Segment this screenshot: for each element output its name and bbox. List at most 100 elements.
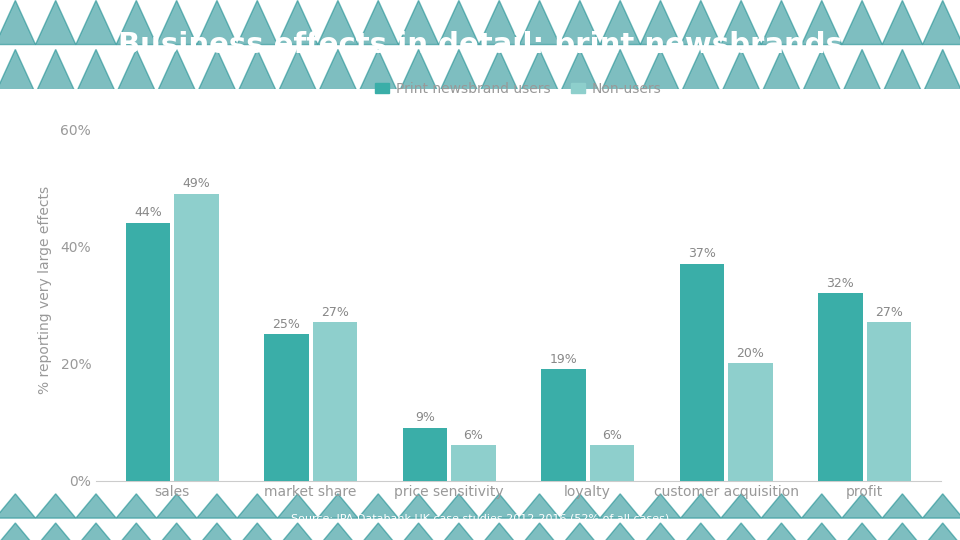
Text: 9%: 9% xyxy=(415,411,435,424)
Polygon shape xyxy=(0,494,36,518)
Polygon shape xyxy=(197,50,237,93)
Text: 27%: 27% xyxy=(321,306,348,319)
Text: 44%: 44% xyxy=(134,206,162,219)
Polygon shape xyxy=(0,523,36,540)
Polygon shape xyxy=(156,494,197,518)
Text: 6%: 6% xyxy=(602,429,622,442)
Polygon shape xyxy=(237,1,277,45)
Bar xyxy=(264,334,308,481)
Bar xyxy=(126,223,170,481)
Text: 20%: 20% xyxy=(736,347,764,360)
Polygon shape xyxy=(358,523,398,540)
Polygon shape xyxy=(36,523,76,540)
Polygon shape xyxy=(358,1,398,45)
Polygon shape xyxy=(76,50,116,93)
Polygon shape xyxy=(923,50,960,93)
Polygon shape xyxy=(640,523,681,540)
Polygon shape xyxy=(116,523,156,540)
Polygon shape xyxy=(560,50,600,93)
Polygon shape xyxy=(277,494,318,518)
Polygon shape xyxy=(842,523,882,540)
Bar xyxy=(541,369,586,481)
Polygon shape xyxy=(398,50,439,93)
Polygon shape xyxy=(36,50,76,93)
Polygon shape xyxy=(398,494,439,518)
Polygon shape xyxy=(721,1,761,45)
Polygon shape xyxy=(358,494,398,518)
Polygon shape xyxy=(681,50,721,93)
Bar xyxy=(313,322,357,481)
Polygon shape xyxy=(277,50,318,93)
Polygon shape xyxy=(36,494,76,518)
Polygon shape xyxy=(439,50,479,93)
Polygon shape xyxy=(882,523,923,540)
Polygon shape xyxy=(76,494,116,518)
Bar xyxy=(729,363,773,481)
Polygon shape xyxy=(882,50,923,93)
Polygon shape xyxy=(116,50,156,93)
Text: 49%: 49% xyxy=(182,177,210,190)
Bar xyxy=(175,194,219,481)
Polygon shape xyxy=(519,494,560,518)
Polygon shape xyxy=(761,494,802,518)
Polygon shape xyxy=(882,1,923,45)
Polygon shape xyxy=(802,494,842,518)
Polygon shape xyxy=(923,494,960,518)
Polygon shape xyxy=(519,50,560,93)
Bar xyxy=(867,322,911,481)
Polygon shape xyxy=(519,1,560,45)
Bar xyxy=(589,446,634,481)
Polygon shape xyxy=(36,1,76,45)
Text: Source: IPA Databank UK case studies 2012-2016 (52% of all cases): Source: IPA Databank UK case studies 201… xyxy=(291,513,669,523)
Polygon shape xyxy=(156,523,197,540)
Polygon shape xyxy=(519,523,560,540)
Polygon shape xyxy=(479,523,519,540)
Polygon shape xyxy=(318,523,358,540)
Polygon shape xyxy=(923,523,960,540)
Polygon shape xyxy=(802,1,842,45)
Polygon shape xyxy=(318,494,358,518)
Polygon shape xyxy=(277,523,318,540)
Polygon shape xyxy=(802,523,842,540)
Polygon shape xyxy=(600,494,640,518)
Polygon shape xyxy=(560,1,600,45)
Polygon shape xyxy=(842,494,882,518)
Polygon shape xyxy=(237,523,277,540)
Polygon shape xyxy=(721,50,761,93)
Polygon shape xyxy=(398,1,439,45)
Text: 25%: 25% xyxy=(273,318,300,330)
Text: Business effects in detail: print newsbrands: Business effects in detail: print newsbr… xyxy=(117,31,843,58)
Polygon shape xyxy=(318,1,358,45)
Polygon shape xyxy=(439,523,479,540)
Polygon shape xyxy=(600,50,640,93)
Polygon shape xyxy=(277,1,318,45)
Polygon shape xyxy=(439,1,479,45)
Polygon shape xyxy=(318,50,358,93)
Polygon shape xyxy=(560,523,600,540)
Polygon shape xyxy=(842,1,882,45)
Polygon shape xyxy=(237,494,277,518)
Polygon shape xyxy=(156,50,197,93)
Polygon shape xyxy=(76,1,116,45)
Polygon shape xyxy=(681,494,721,518)
Text: 32%: 32% xyxy=(827,276,854,289)
Polygon shape xyxy=(0,50,36,93)
Polygon shape xyxy=(761,523,802,540)
Polygon shape xyxy=(197,523,237,540)
Text: 37%: 37% xyxy=(688,247,716,260)
Polygon shape xyxy=(600,1,640,45)
Polygon shape xyxy=(479,1,519,45)
Polygon shape xyxy=(640,50,681,93)
Polygon shape xyxy=(197,494,237,518)
Polygon shape xyxy=(479,50,519,93)
Bar xyxy=(680,264,724,481)
Text: 6%: 6% xyxy=(464,429,483,442)
Polygon shape xyxy=(0,1,36,45)
Polygon shape xyxy=(681,523,721,540)
Polygon shape xyxy=(802,50,842,93)
Text: 27%: 27% xyxy=(875,306,902,319)
Polygon shape xyxy=(923,1,960,45)
Polygon shape xyxy=(842,50,882,93)
Bar xyxy=(451,446,495,481)
Polygon shape xyxy=(398,523,439,540)
